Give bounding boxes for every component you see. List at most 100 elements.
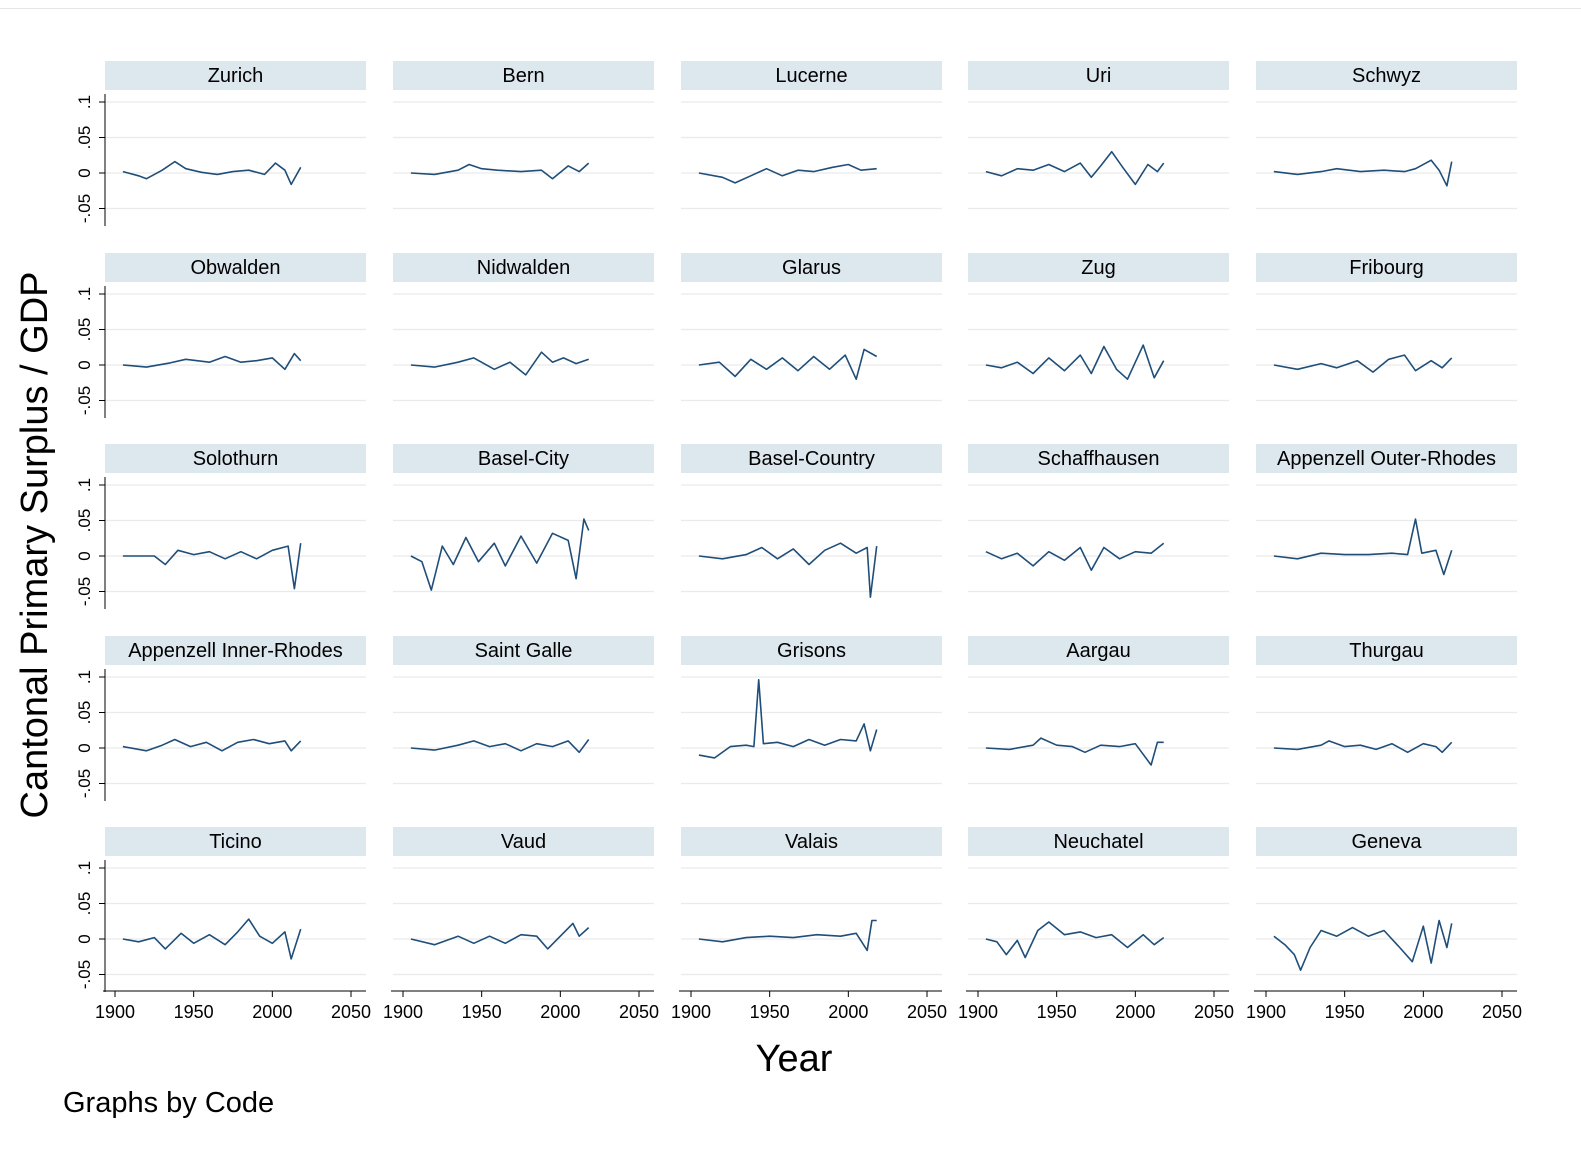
panel-strip: [105, 444, 366, 473]
y-axes-group: -.05 0 .05 .1 -.05 0 .05 .1 -.05 0 .05 .1 -.05 0 .05 .1…: [75, 94, 106, 992]
x-tick-label: 2000: [540, 1002, 580, 1022]
series-line: [122, 543, 302, 590]
series-line: [985, 921, 1165, 959]
panel-strip: [1256, 444, 1517, 473]
y-tick-label: .1: [75, 478, 94, 492]
y-tick-label: -.05: [75, 194, 94, 223]
panel-strip: [105, 253, 366, 282]
y-tick-label: .05: [75, 892, 94, 916]
panel-title: Bern: [502, 65, 544, 87]
panel-valais: Valais: [681, 827, 942, 976]
panel-appenzell-inner-rhodes: Appenzell Inner-Rhodes: [105, 636, 366, 785]
panel-vaud: Vaud: [393, 827, 654, 976]
x-tick-label: 1900: [1246, 1002, 1286, 1022]
panel-title: Schaffhausen: [1038, 448, 1160, 470]
panel-grisons: Grisons: [681, 636, 942, 785]
x-tick-label: 2000: [1115, 1002, 1155, 1022]
series-line: [1273, 354, 1453, 373]
y-tick-label: .05: [75, 509, 94, 533]
panel-basel-country: Basel-Country: [681, 444, 942, 598]
x-axis-col-3: 1900 1950 2000 2050: [671, 990, 947, 1022]
panel-strip: [1256, 253, 1517, 282]
panel-solothurn: Solothurn: [105, 444, 366, 593]
x-axis-col-5: 1900 1950 2000 2050: [1246, 990, 1522, 1022]
panel-title: Zug: [1081, 257, 1115, 279]
series-line: [985, 542, 1165, 571]
x-tick-label: 1950: [174, 1002, 214, 1022]
x-tick-label: 1900: [671, 1002, 711, 1022]
y-tick-label: -.05: [75, 577, 94, 606]
series-line: [122, 918, 302, 960]
x-tick-label: 2050: [619, 1002, 659, 1022]
panel-schaffhausen: Schaffhausen: [968, 444, 1229, 593]
x-tick-label: 2050: [331, 1002, 371, 1022]
x-tick-label: 1950: [750, 1002, 790, 1022]
graphs-by-note: Graphs by Code: [63, 1087, 274, 1119]
panel-strip: [968, 61, 1229, 90]
y-tick-label: 0: [75, 934, 94, 943]
y-tick-label: 0: [75, 743, 94, 752]
panel-nidwalden: Nidwalden: [393, 253, 654, 402]
series-line: [698, 348, 878, 380]
panel-title: Glarus: [782, 257, 841, 279]
panel-appenzell-outer-rhodes: Appenzell Outer-Rhodes: [1256, 444, 1517, 593]
panel-uri: Uri: [968, 61, 1229, 210]
panels-group: Zurich Bern Lucerne Uri Schwyz Obwalden Nidwal…: [105, 61, 1517, 976]
x-axis-col-2: 1900 1950 2000 2050: [383, 990, 659, 1022]
panel-strip: [681, 444, 942, 473]
panel-zug: Zug: [968, 253, 1229, 402]
x-tick-label: 1950: [462, 1002, 502, 1022]
y-tick-label: 0: [75, 551, 94, 560]
series-line: [410, 351, 589, 376]
panel-title: Zurich: [208, 65, 264, 87]
y-tick-label: .1: [75, 95, 94, 109]
panel-title: Uri: [1086, 65, 1112, 87]
panel-title: Neuchatel: [1053, 831, 1143, 853]
panel-strip: [968, 253, 1229, 282]
panel-thurgau: Thurgau: [1256, 636, 1517, 785]
y-tick-label: 0: [75, 168, 94, 177]
panel-ticino: Ticino: [105, 827, 366, 976]
series-line: [1273, 740, 1453, 754]
series-line: [698, 919, 877, 952]
x-tick-label: 2000: [828, 1002, 868, 1022]
x-axis-col-1: 1900 1950 2000 2050: [95, 990, 371, 1022]
x-tick-label: 1950: [1325, 1002, 1365, 1022]
panel-strip: [681, 61, 942, 90]
y-tick-label: -.05: [75, 769, 94, 798]
panel-title: Basel-City: [478, 448, 569, 470]
series-line: [122, 738, 302, 752]
series-line: [410, 739, 590, 754]
y-axis-row-2: -.05 0 .05 .1: [75, 286, 106, 418]
series-line: [410, 922, 590, 950]
x-axis-col-4: 1900 1950 2000 2050: [958, 990, 1234, 1022]
x-tick-label: 2050: [907, 1002, 947, 1022]
panel-title: Lucerne: [775, 65, 847, 87]
panel-strip: [393, 61, 654, 90]
y-axis-row-3: -.05 0 .05 .1: [75, 477, 106, 609]
panel-fribourg: Fribourg: [1256, 253, 1517, 402]
series-line: [410, 518, 590, 591]
y-axis-row-4: -.05 0 .05 .1: [75, 669, 106, 801]
series-line: [698, 163, 877, 184]
panel-strip: [1256, 827, 1517, 856]
panel-strip: [681, 636, 942, 665]
series-line: [1273, 919, 1453, 971]
y-tick-label: .1: [75, 861, 94, 875]
x-tick-label: 2050: [1194, 1002, 1234, 1022]
panel-strip: [105, 636, 366, 665]
panel-strip: [393, 827, 654, 856]
y-tick-label: .1: [75, 670, 94, 684]
panel-strip: [968, 636, 1229, 665]
panel-strip: [105, 61, 366, 90]
panel-aargau: Aargau: [968, 636, 1229, 785]
series-line: [1273, 159, 1453, 187]
panel-strip: [393, 636, 654, 665]
panel-strip: [1256, 636, 1517, 665]
x-axis-title: Year: [756, 1038, 833, 1080]
panel-title: Appenzell Inner-Rhodes: [128, 640, 343, 662]
x-tick-label: 1900: [958, 1002, 998, 1022]
panel-title: Thurgau: [1349, 640, 1424, 662]
y-axis-title: Cantonal Primary Surplus / GDP: [14, 272, 56, 819]
panel-bern: Bern: [393, 61, 654, 210]
